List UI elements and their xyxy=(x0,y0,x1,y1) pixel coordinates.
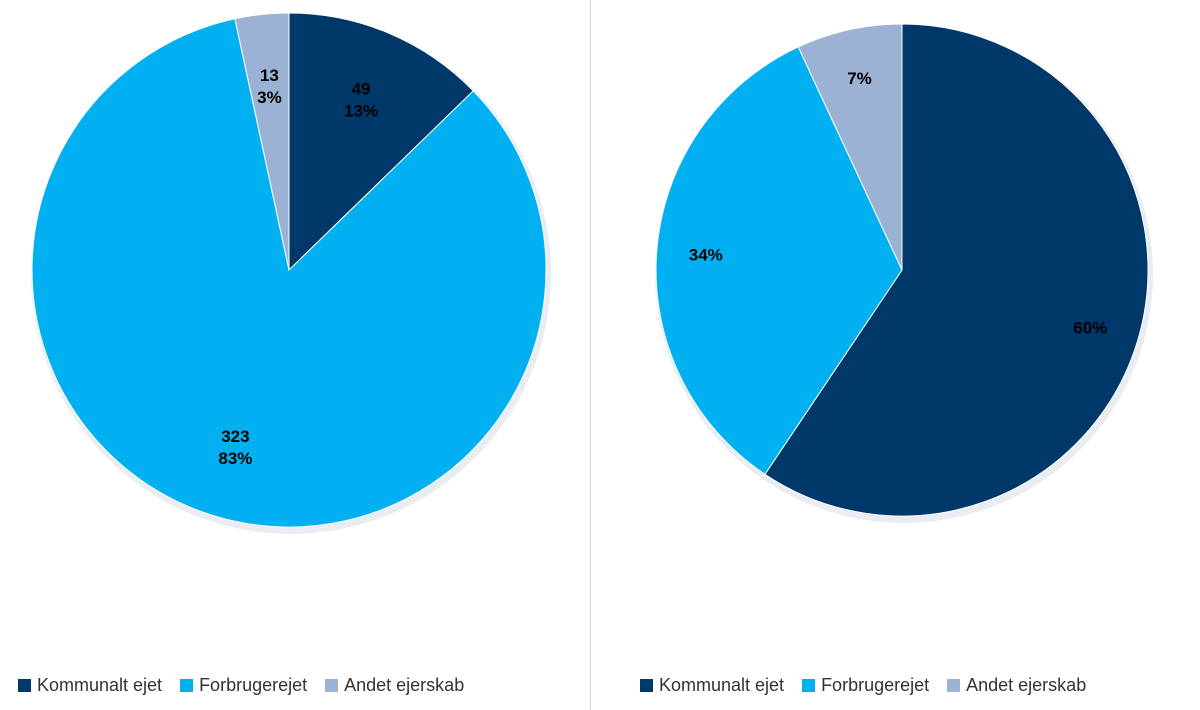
legend-swatch-forbruger xyxy=(180,679,194,692)
pie-slice-forbruger xyxy=(31,18,547,528)
data-label-kommunalt: 49 xyxy=(352,80,371,99)
pie-slice-andet xyxy=(234,12,290,271)
left-chart-panel: 49 13% 323 83% 13 3% Kommunalt ejet Forbruger… xyxy=(0,0,590,710)
legend-swatch-kommunalt xyxy=(640,679,653,692)
legend-label: Forbrugerejet xyxy=(199,675,308,695)
legend-item-andet: Andet ejerskab xyxy=(325,675,464,696)
legend-label: Andet ejerskab xyxy=(344,675,465,695)
data-label-forbruger: 83% xyxy=(218,449,252,468)
pie-slice-kommunalt xyxy=(764,23,1149,517)
legend-item-andet: Andet ejerskab xyxy=(947,675,1086,696)
legend-swatch-andet xyxy=(947,679,961,692)
legend-label: Kommunalt ejet xyxy=(659,675,785,695)
legend-swatch-andet xyxy=(325,679,339,692)
legend-item-kommunalt: Kommunalt ejet xyxy=(18,675,162,696)
legend-item-forbruger: Forbrugerejet xyxy=(802,675,929,696)
panel-divider xyxy=(590,0,591,710)
legend-label: Andet ejerskab xyxy=(966,675,1087,695)
data-label-forbruger: 323 xyxy=(221,427,249,446)
data-label-andet: 7% xyxy=(847,69,872,88)
left-legend: Kommunalt ejet Forbrugerejet Andet ejers… xyxy=(18,675,464,696)
pie-slice-andet xyxy=(797,23,903,271)
data-label-kommunalt: 60% xyxy=(1073,318,1107,337)
legend-swatch-kommunalt xyxy=(18,679,31,692)
right-chart-panel: 60% 34% 7% Kommunalt ejet Forbrugerejet An… xyxy=(592,0,1200,710)
right-legend: Kommunalt ejet Forbrugerejet Andet ejers… xyxy=(640,675,1086,696)
pie-slice-forbruger xyxy=(655,46,903,475)
pie-slice-kommunalt xyxy=(288,12,475,272)
data-label-forbruger: 34% xyxy=(689,246,723,265)
data-label-andet: 13 xyxy=(260,66,279,85)
legend-item-forbruger: Forbrugerejet xyxy=(180,675,307,696)
legend-item-kommunalt: Kommunalt ejet xyxy=(640,675,784,696)
right-pie-chart: 60% 34% 7% xyxy=(655,23,1153,523)
left-pie-chart: 49 13% 323 83% 13 3% xyxy=(31,12,551,534)
data-label-kommunalt: 13% xyxy=(344,102,378,121)
legend-label: Kommunalt ejet xyxy=(37,675,163,695)
legend-swatch-forbruger xyxy=(802,679,816,692)
legend-label: Forbrugerejet xyxy=(821,675,930,695)
data-label-andet: 3% xyxy=(257,88,282,107)
